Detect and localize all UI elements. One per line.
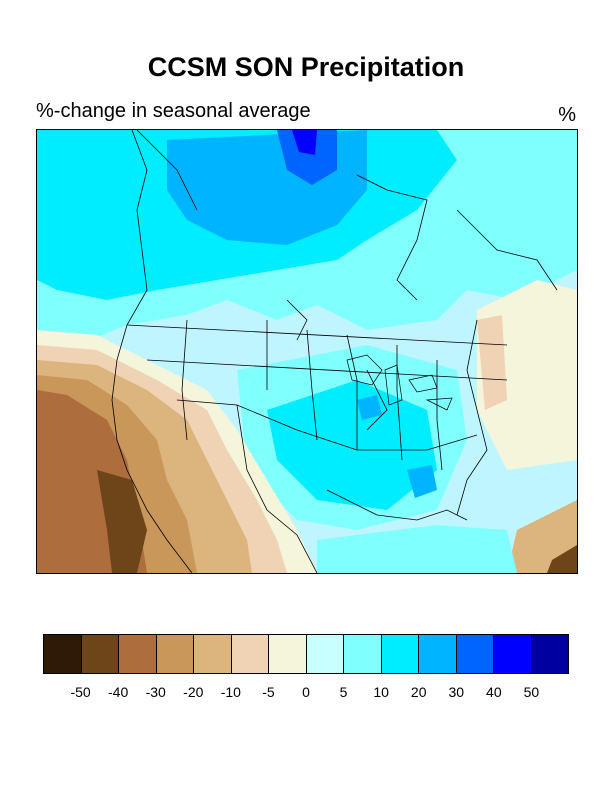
legend-swatch [44,635,82,673]
field-cyan-south [317,525,517,573]
legend-tick-label: -5 [262,684,275,700]
legend-swatch [344,635,382,673]
legend-swatch [306,635,344,673]
legend-tick-label: -20 [183,684,204,700]
legend-tick-label: -10 [220,684,241,700]
field-brown-southeast [507,500,577,573]
units-label: % [558,104,576,126]
legend-swatch [81,635,119,673]
field-darkblue-north [292,130,317,155]
legend-swatch [119,635,157,673]
legend-swatch [381,635,419,673]
legend-tick-label: 10 [373,684,389,700]
chart-title: CCSM SON Precipitation [147,52,465,82]
coastlines [111,130,558,573]
legend-tick-label: -50 [70,684,91,700]
legend-swatch [494,635,532,673]
legend-tick-label: 50 [523,684,540,700]
legend-swatch [231,635,269,673]
legend-tick-label: 5 [339,684,348,700]
field-blue-spot-2 [407,465,437,498]
field-blue-spot-1 [357,395,382,420]
precipitation-map [36,129,578,574]
legend-tick-label: -40 [108,684,129,700]
legend-tick-label: 40 [486,684,502,700]
legend-swatch [269,635,307,673]
chart-subtitle: %-change in seasonal average [36,100,311,122]
map-canvas [37,130,577,573]
legend-tick-label: -30 [145,684,166,700]
legend-swatch [419,635,457,673]
legend-swatch [156,635,194,673]
lakes [346,354,453,411]
legend-swatch [456,635,494,673]
legend-swatch [531,635,568,673]
legend-tick-label: 30 [448,684,465,700]
legend-ticks: -50 -40 -30 -20 -10 -5 0 5 10 20 30 40 50 [43,684,569,704]
legend-swatch [194,635,232,673]
field-deepbrown-west [97,470,147,573]
color-legend [43,634,569,674]
field-darkbrown-southeast [547,545,577,573]
legend-tick-label: 0 [302,684,310,700]
field-tan-east [477,315,507,410]
field-bright-cyan-central [267,380,437,510]
field-blue-north [277,130,337,185]
legend-tick-label: 20 [410,684,427,700]
